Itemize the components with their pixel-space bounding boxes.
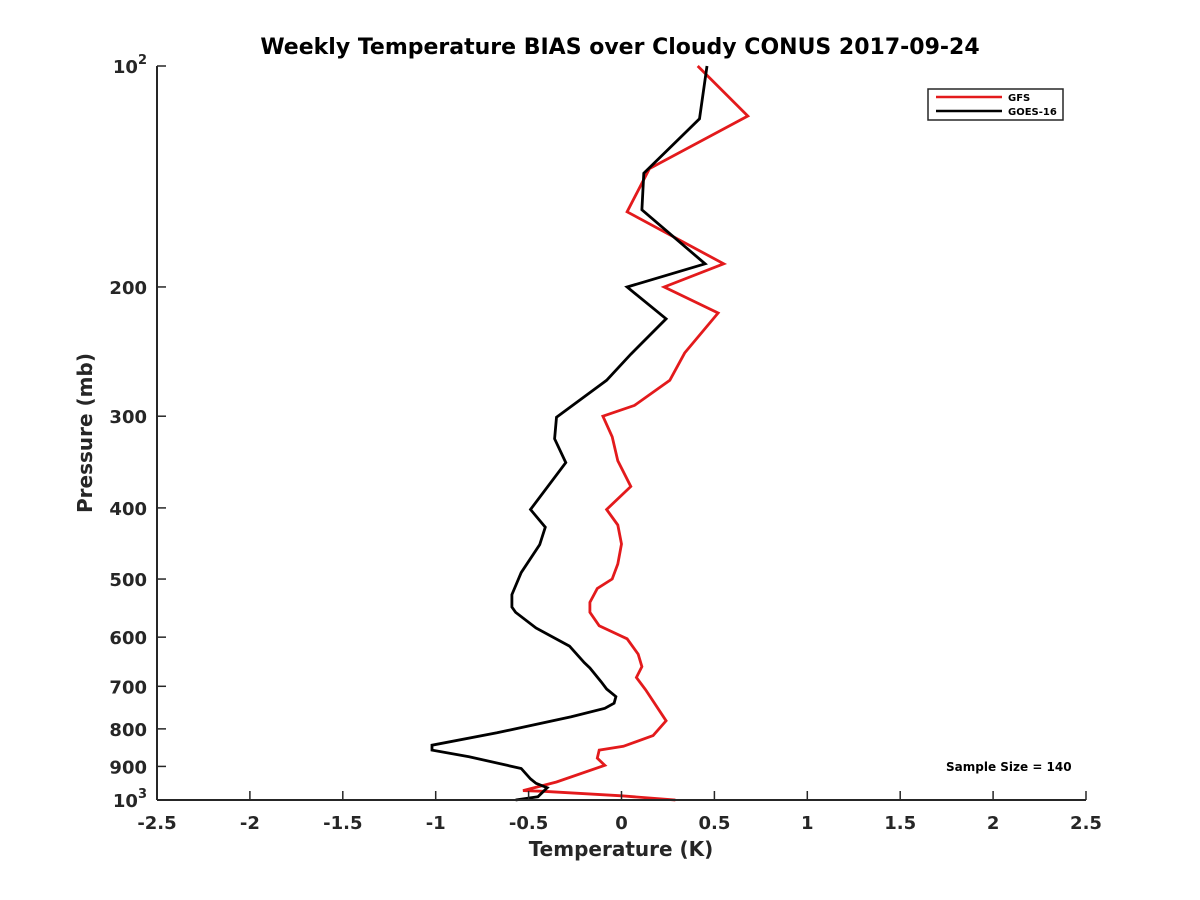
legend-label-goes16: GOES-16 [1008,107,1057,118]
y-tick-label: 500 [109,570,147,591]
x-axis-label: Temperature (K) [529,837,714,861]
y-tick-label: 300 [109,407,147,428]
x-tick-label: -2 [240,813,260,834]
plot-lines [430,65,751,802]
x-tick-label: -2.5 [137,813,176,834]
legend: GFS GOES-16 [927,88,1064,121]
y-tick-label: 400 [109,499,147,520]
x-tick-label: -0.5 [509,813,548,834]
y-axis-label: Pressure (mb) [73,353,97,513]
y-tick-label: 600 [109,628,147,649]
y-tick-label: 700 [109,677,147,698]
series-line-goes16 [430,65,709,802]
chart-title: Weekly Temperature BIAS over Cloudy CONU… [260,35,979,60]
x-tick-label: 1 [801,813,814,834]
y-tick-label: 900 [109,757,147,778]
legend-box [927,88,1064,121]
x-tick-label: -1 [426,813,446,834]
x-tick-label: 0 [615,813,628,834]
y-ticks: 102 200 300 400 500 600 700 800 900 103 [109,53,166,812]
x-tick-label: 1.5 [884,813,916,834]
legend-label-gfs: GFS [1008,93,1030,104]
x-tick-label: 2 [987,813,1000,834]
x-ticks: -2.5 -2 -1.5 -1 -0.5 0 0.5 1 1.5 2 2.5 [137,791,1102,834]
series-line-gfs [522,65,751,802]
sample-size-annotation: Sample Size = 140 [946,760,1072,774]
x-tick-label: -1.5 [323,813,362,834]
y-tick-label: 200 [109,278,147,299]
y-tick-label: 102 [113,53,147,78]
x-tick-label: 2.5 [1070,813,1102,834]
y-tick-label: 800 [109,720,147,741]
x-tick-label: 0.5 [698,813,730,834]
y-tick-label: 103 [113,787,147,812]
